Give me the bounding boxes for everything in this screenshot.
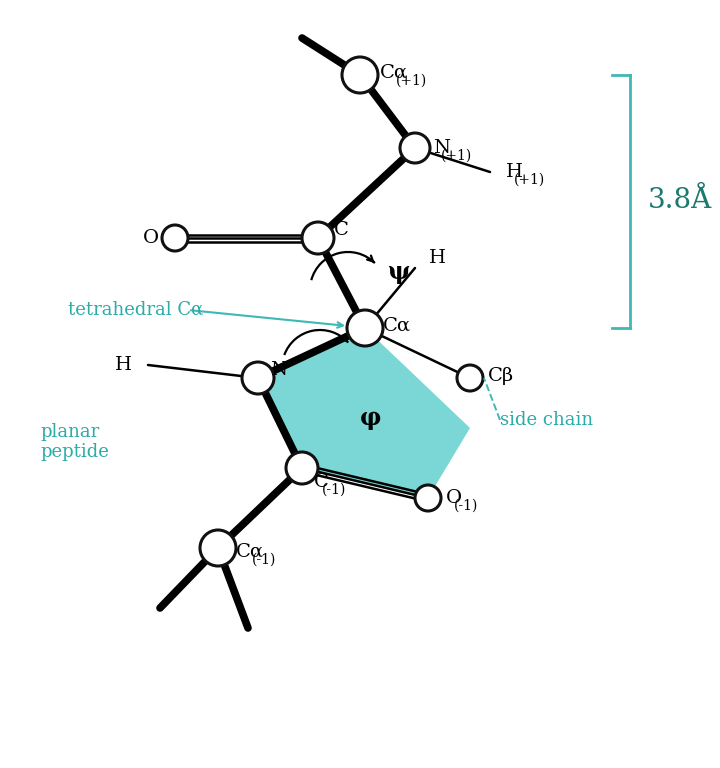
Text: Cα: Cα — [383, 317, 411, 335]
Text: H: H — [506, 163, 523, 181]
Text: N: N — [433, 139, 450, 157]
Circle shape — [242, 362, 274, 394]
Text: O: O — [446, 489, 462, 507]
Circle shape — [347, 310, 383, 346]
Text: Cα: Cα — [236, 543, 264, 561]
Text: (+1): (+1) — [395, 74, 427, 88]
Circle shape — [200, 530, 236, 566]
Text: O: O — [143, 229, 159, 247]
Text: 3.8Å: 3.8Å — [648, 187, 712, 214]
Text: (+1): (+1) — [513, 173, 545, 187]
Text: C: C — [314, 473, 329, 491]
Circle shape — [302, 222, 334, 254]
Text: (-1): (-1) — [454, 498, 478, 513]
Polygon shape — [258, 328, 470, 498]
Circle shape — [457, 365, 483, 391]
Text: Cβ: Cβ — [488, 367, 514, 385]
Circle shape — [415, 485, 441, 511]
Text: side chain: side chain — [500, 411, 593, 429]
Text: (+1): (+1) — [441, 149, 472, 163]
Circle shape — [400, 133, 430, 163]
Circle shape — [162, 225, 188, 251]
Text: (-1): (-1) — [322, 483, 346, 497]
Text: Cα: Cα — [380, 64, 408, 82]
Text: (-1): (-1) — [251, 553, 276, 567]
Text: ψ: ψ — [388, 260, 410, 284]
Text: H: H — [115, 356, 132, 374]
Text: tetrahedral Cα: tetrahedral Cα — [68, 301, 203, 319]
Circle shape — [342, 57, 378, 93]
Text: H: H — [429, 249, 446, 267]
Text: peptide: peptide — [40, 443, 109, 461]
Text: planar: planar — [40, 423, 99, 441]
Text: φ: φ — [360, 406, 382, 430]
Text: N: N — [270, 361, 287, 379]
Circle shape — [286, 452, 318, 484]
Text: C: C — [334, 221, 349, 239]
